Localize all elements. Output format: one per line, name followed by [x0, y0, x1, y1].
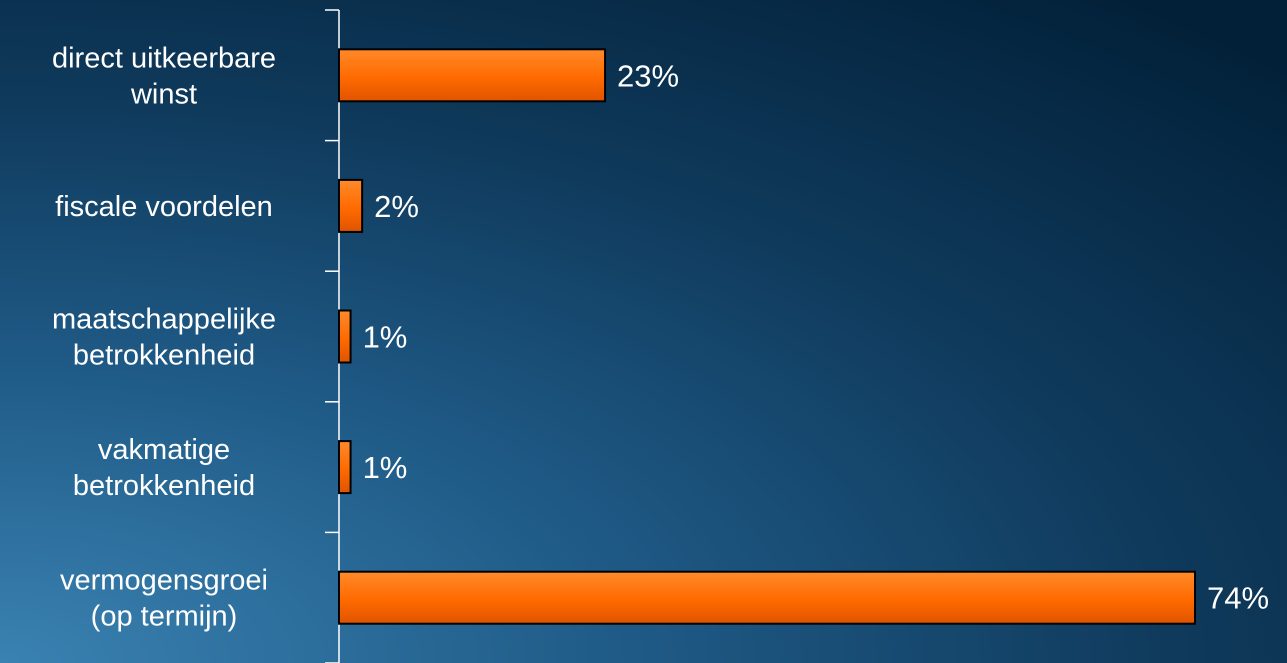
category-label-line: vakmatige	[98, 434, 230, 466]
category-label-line: betrokkenheid	[73, 340, 255, 372]
category-label-line: vermogensgroei	[60, 565, 268, 597]
category-label-line: direct uitkeerbare	[52, 42, 276, 74]
bar	[338, 48, 607, 103]
category-label-line: maatschappelijke	[52, 304, 276, 336]
bar-value-label: 1%	[363, 450, 408, 485]
category-label: vakmatige betrokkenheid	[73, 434, 255, 502]
category-label-line: fiscale voordelen	[55, 191, 273, 223]
category-label: direct uitkeerbare winst	[52, 42, 276, 110]
bar-value-label: 2%	[374, 189, 419, 224]
bar	[338, 178, 364, 233]
bar-value-label: 74%	[1207, 581, 1269, 616]
bar	[338, 309, 352, 364]
bar	[338, 440, 352, 495]
category-label: maatschappelijke betrokkenheid	[52, 304, 276, 372]
category-label: fiscale voordelen	[55, 191, 273, 223]
category-label: vermogensgroei (op termijn)	[60, 565, 268, 633]
category-label-line: (op termijn)	[91, 601, 238, 633]
category-label-line: winst	[130, 78, 197, 110]
bar	[338, 570, 1196, 625]
bar-value-label: 1%	[363, 320, 408, 355]
category-label-line: betrokkenheid	[73, 470, 255, 502]
bar-value-label: 23%	[617, 58, 679, 93]
